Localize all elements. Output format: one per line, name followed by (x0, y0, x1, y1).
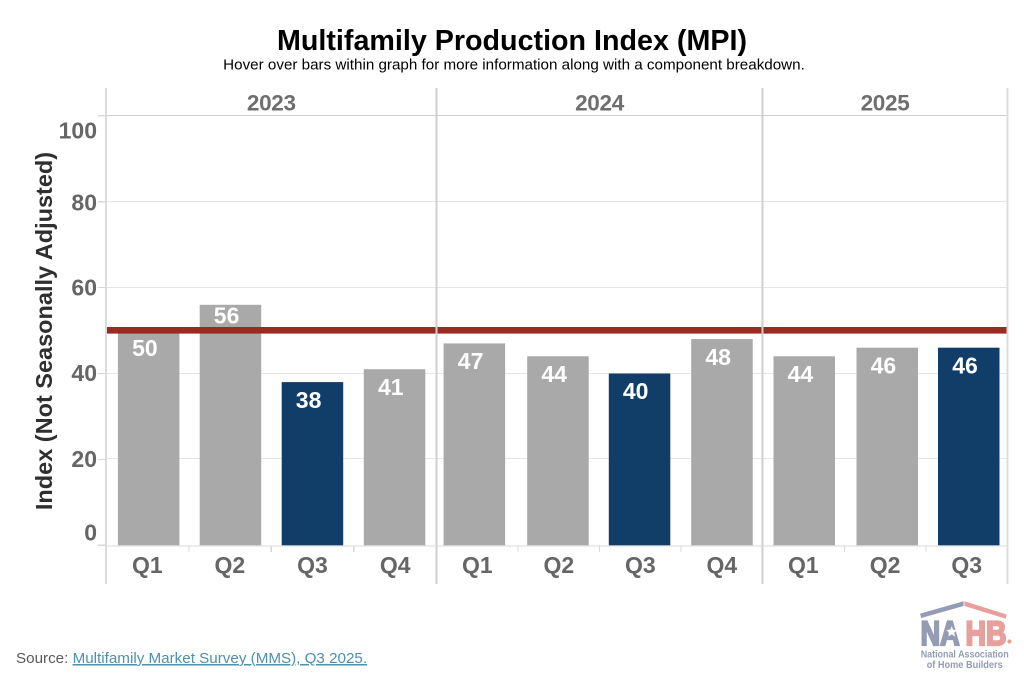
svg-text:0: 0 (84, 519, 97, 545)
svg-text:80: 80 (71, 190, 97, 216)
svg-text:Q4: Q4 (707, 552, 738, 578)
svg-text:Q2: Q2 (543, 552, 574, 578)
svg-text:Q4: Q4 (380, 552, 411, 578)
svg-text:41: 41 (378, 374, 404, 400)
svg-text:Q3: Q3 (297, 552, 328, 578)
svg-text:60: 60 (71, 275, 97, 301)
svg-text:48: 48 (705, 344, 731, 370)
svg-text:100: 100 (59, 117, 97, 143)
svg-text:Source: Multifamily Market Sur: Source: Multifamily Market Survey (MMS),… (16, 650, 367, 667)
svg-text:47: 47 (458, 348, 484, 374)
svg-text:Q1: Q1 (462, 552, 493, 578)
svg-text:Q3: Q3 (625, 552, 656, 578)
svg-text:2023: 2023 (247, 91, 296, 116)
svg-text:56: 56 (214, 302, 240, 328)
svg-text:Q3: Q3 (951, 552, 982, 578)
svg-text:40: 40 (71, 360, 97, 386)
svg-text:46: 46 (871, 352, 897, 378)
svg-text:2025: 2025 (861, 91, 910, 116)
svg-text:40: 40 (623, 378, 649, 404)
svg-text:Hover over bars within graph f: Hover over bars within graph for more in… (223, 57, 805, 74)
svg-text:Index (Not Seasonally Adjusted: Index (Not Seasonally Adjusted) (31, 152, 57, 510)
svg-text:2024: 2024 (575, 91, 625, 116)
svg-text:50: 50 (132, 335, 158, 361)
svg-text:Q2: Q2 (215, 552, 246, 578)
svg-text:Q2: Q2 (870, 552, 901, 578)
svg-text:20: 20 (71, 446, 97, 472)
svg-text:Q1: Q1 (132, 552, 163, 578)
svg-text:HB: HB (966, 615, 1007, 653)
svg-text:Q1: Q1 (788, 552, 819, 578)
svg-text:44: 44 (541, 361, 567, 387)
svg-text:Multifamily Production Index (: Multifamily Production Index (MPI) (277, 25, 747, 57)
svg-text:46: 46 (952, 352, 978, 378)
svg-text:National Association: National Association (921, 650, 1009, 661)
svg-text:38: 38 (296, 387, 322, 413)
svg-text:of Home Builders: of Home Builders (927, 660, 1004, 671)
svg-text:44: 44 (788, 361, 814, 387)
